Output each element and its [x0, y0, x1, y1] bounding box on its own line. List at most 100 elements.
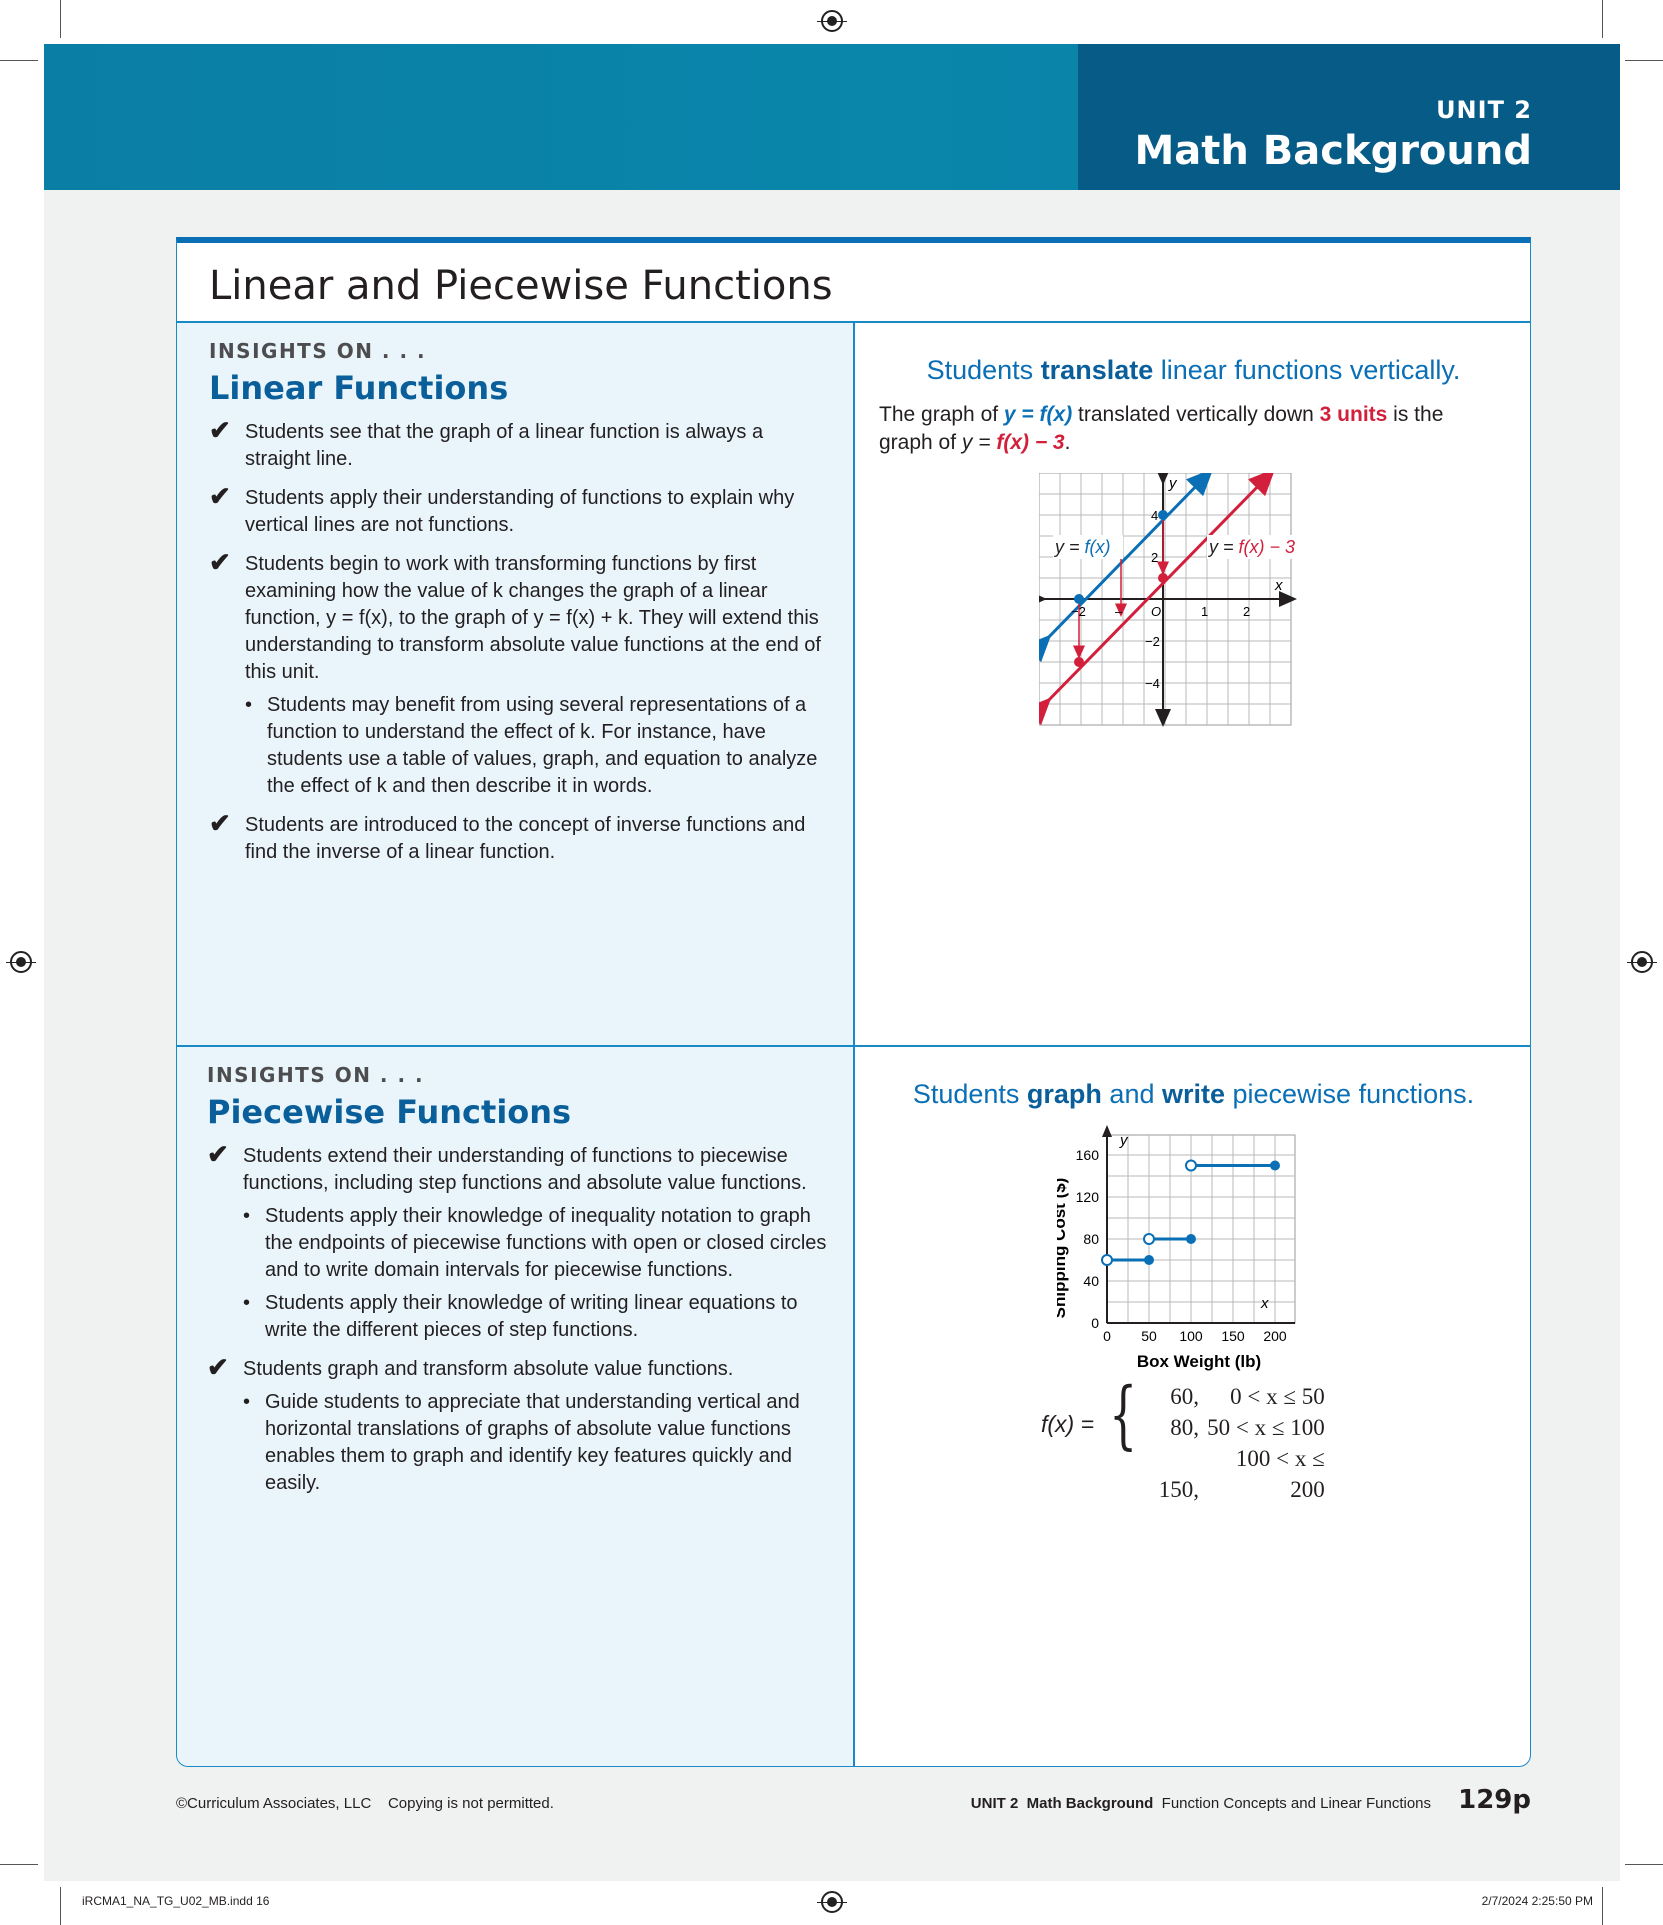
chart-tick-labels: 0 50 100 150 200 0 40 80 120 160	[1076, 1147, 1287, 1344]
crop-mark	[60, 1887, 61, 1925]
x-axis-label: x	[1274, 577, 1283, 594]
list-item: ✔ Students are introduced to the concept…	[209, 808, 806, 864]
line-f-minus-3	[1039, 473, 1276, 726]
registration-mark-icon	[6, 951, 36, 973]
point-f	[1074, 594, 1084, 604]
list-item: ✔ Students apply their understanding of …	[209, 481, 795, 537]
point-f-minus-3	[1074, 657, 1084, 667]
panel-title: Linear and Piecewise Functions	[209, 263, 833, 309]
insights-label: INSIGHTS ON . . .	[207, 1063, 425, 1087]
list-item: ✔ Students begin to work with transformi…	[209, 547, 821, 684]
piecewise-list: ✔ Students extend their understanding of…	[207, 1139, 833, 1503]
linear-insights-cell	[177, 323, 853, 1045]
crop-mark	[1625, 60, 1663, 61]
formula-row: 150, 100 < x ≤ 200	[1158, 1446, 1325, 1502]
crop-mark	[1602, 0, 1603, 38]
crop-mark	[1602, 1887, 1603, 1925]
point-f-minus-3	[1158, 573, 1168, 583]
crop-mark	[60, 0, 61, 38]
chart-x-label: Box Weight (lb)	[1137, 1352, 1261, 1371]
brace-icon: {	[1109, 1372, 1138, 1458]
piecewise-insights-cell	[177, 1047, 853, 1766]
origin-label: O	[1151, 604, 1161, 619]
x-tick-label: 100	[1179, 1328, 1203, 1344]
tick-label: 2	[1151, 550, 1158, 565]
header-title-block	[1078, 44, 1620, 190]
chart-x-axis-letter: x	[1260, 1295, 1269, 1312]
x-tick-label: 150	[1221, 1328, 1245, 1344]
chart-y-label: Shipping Cost ($)	[1057, 1178, 1069, 1319]
slug-filename: iRCMA1_NA_TG_U02_MB.indd 16	[82, 1894, 270, 1908]
crop-mark	[0, 60, 38, 61]
checkmark-icon: ✔	[209, 481, 231, 511]
insights-label: INSIGHTS ON . . .	[209, 339, 427, 363]
y-tick-label: 160	[1076, 1147, 1100, 1163]
slug-date: 2/7/2024 2:25:50 PM	[1481, 1894, 1593, 1908]
closed-endpoint	[1186, 1234, 1196, 1244]
tick-label: 2	[1243, 604, 1250, 619]
checkmark-icon: ✔	[209, 547, 231, 577]
piecewise-formula-lhs: f(x) =	[1041, 1411, 1095, 1437]
open-endpoint	[1101, 1254, 1113, 1266]
piecewise-heading: Students graph and write piecewise funct…	[912, 1079, 1475, 1109]
list-item: ✔ Students extend their understanding of…	[207, 1139, 807, 1195]
tick-label: 4	[1151, 508, 1158, 523]
translate-description: The graph of y = f(x) translated vertica…	[879, 403, 1444, 454]
piecewise-formula-cases: 60, 0 < x ≤ 50 80, 50 < x ≤ 100 150, 100…	[1137, 1381, 1325, 1505]
checkmark-icon: ✔	[209, 415, 231, 445]
registration-mark-icon	[1627, 951, 1657, 973]
x-tick-label: 200	[1263, 1328, 1287, 1344]
list-item: ✔ Students graph and transform absolute …	[207, 1352, 734, 1382]
translation-graph: y = f(x) y = f(x) − 3 x y O −2 – 1 2 4 2…	[1039, 473, 1317, 727]
content-panel: Linear and Piecewise Functions INSIGHTS …	[176, 237, 1531, 1767]
sub-bullet: • Students apply their knowledge of ineq…	[243, 1205, 827, 1281]
closed-endpoint	[1270, 1160, 1280, 1171]
y-tick-label: 80	[1083, 1231, 1099, 1247]
divider	[177, 321, 1530, 323]
y-axis-label: y	[1168, 475, 1178, 492]
crop-mark	[1625, 1864, 1663, 1865]
open-endpoint	[1185, 1159, 1197, 1172]
formula-row: 60, 0 < x ≤ 50	[1170, 1384, 1325, 1409]
formula-row: 80, 50 < x ≤ 100	[1170, 1415, 1325, 1440]
section-heading-piecewise: Piecewise Functions	[207, 1093, 572, 1131]
closed-endpoint	[1144, 1255, 1154, 1265]
sub-bullet: • Students may benefit from using severa…	[245, 694, 818, 797]
bullet-icon: •	[243, 1391, 251, 1413]
sub-bullet: • Students apply their knowledge of writ…	[243, 1292, 798, 1341]
y-tick-label: 120	[1076, 1189, 1100, 1205]
shipping-cost-chart: 0 50 100 150 200 0 40 80 120 160 Shipping Cost ($…	[1057, 1125, 1296, 1371]
label-fx-minus-3: y = f(x) − 3	[1207, 537, 1295, 557]
y-tick-label: 40	[1083, 1273, 1099, 1289]
checkmark-icon: ✔	[209, 808, 231, 838]
page-number: 129p	[1458, 1785, 1531, 1815]
bullet-icon: •	[243, 1292, 251, 1314]
section-heading-linear: Linear Functions	[209, 369, 509, 407]
bullet-icon: •	[245, 694, 253, 716]
tick-label: −2	[1145, 634, 1160, 649]
sub-bullet: • Guide students to appreciate that unde…	[243, 1391, 800, 1494]
label-fx: y = f(x)	[1053, 537, 1111, 557]
tick-label: −2	[1071, 604, 1086, 619]
registration-mark-icon	[817, 10, 847, 32]
translate-heading: Students translate linear functions vert…	[926, 355, 1461, 385]
list-item: ✔ Students see that the graph of a linea…	[209, 415, 764, 471]
axis-arrow-icon	[1102, 1125, 1112, 1137]
open-endpoint	[1143, 1233, 1155, 1245]
bullet-icon: •	[243, 1205, 251, 1227]
footer-copyright: ©Curriculum Associates, LLC Copying is n…	[176, 1795, 554, 1812]
linear-list: ✔ Students see that the graph of a linea…	[209, 415, 831, 878]
registration-mark-icon	[817, 1891, 847, 1913]
x-tick-label: 50	[1141, 1328, 1157, 1344]
point-f	[1158, 510, 1168, 520]
tick-label: −4	[1145, 676, 1160, 691]
checkmark-icon: ✔	[207, 1352, 229, 1382]
x-tick-label: 0	[1103, 1328, 1111, 1344]
y-tick-label: 0	[1091, 1315, 1099, 1331]
footer-running-head: UNIT 2 Math Background Function Concepts…	[970, 1795, 1431, 1812]
checkmark-icon: ✔	[207, 1139, 229, 1169]
crop-mark	[0, 1864, 38, 1865]
divider	[853, 322, 855, 1766]
divider	[177, 1045, 1530, 1047]
tick-label: 1	[1201, 604, 1208, 619]
